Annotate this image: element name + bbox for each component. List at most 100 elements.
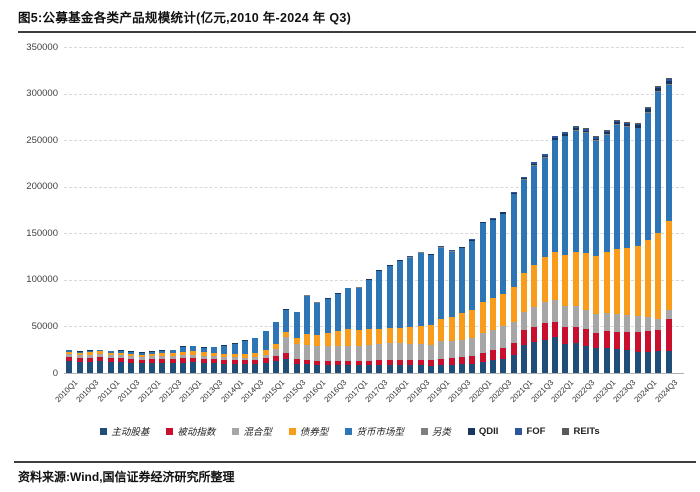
- bar-segment: [624, 248, 631, 316]
- bar-segment: [490, 360, 497, 373]
- bar-segment: [552, 337, 559, 373]
- bar-segment: [407, 327, 414, 344]
- bar-segment: [397, 260, 404, 261]
- bar-segment: [479, 222, 486, 224]
- bar-segment: [521, 179, 528, 273]
- bar-segment: [624, 124, 631, 127]
- bar-segment: [66, 351, 73, 354]
- bar-segment: [386, 343, 393, 360]
- bar-segment: [624, 121, 631, 123]
- bar-segment: [614, 124, 621, 125]
- bar-segment: [179, 347, 186, 352]
- bar: [345, 287, 352, 373]
- bar-segment: [210, 359, 217, 364]
- bar-segment: [252, 352, 259, 357]
- bar-segment: [314, 360, 321, 365]
- bar: [500, 211, 507, 373]
- bar-segment: [459, 313, 466, 340]
- bar-segment: [624, 332, 631, 351]
- bar-segment: [241, 340, 248, 342]
- bar-segment: [314, 302, 321, 335]
- bar-segment: [272, 355, 279, 362]
- bar-segment: [241, 357, 248, 361]
- bar-segment: [117, 351, 124, 353]
- bar-segment: [603, 132, 610, 135]
- title-divider: [18, 31, 696, 33]
- bar-segment: [179, 358, 186, 363]
- bar-segment: [428, 253, 435, 255]
- bar-segment: [221, 359, 228, 364]
- bar-segment: [221, 363, 228, 373]
- bar-segment: [655, 91, 662, 92]
- bar-segment: [231, 360, 238, 364]
- y-axis-label: 0: [52, 367, 58, 379]
- bar-segment: [200, 355, 207, 359]
- bar-segment: [128, 362, 135, 373]
- bar-segment: [366, 329, 372, 346]
- bar-segment: [552, 136, 559, 139]
- bar-segment: [366, 360, 372, 366]
- bar-segment: [97, 361, 104, 373]
- bar: [655, 85, 662, 373]
- bar-segment: [645, 351, 652, 373]
- bar-segment: [634, 332, 641, 352]
- bar-segment: [303, 363, 310, 373]
- bar-segment: [562, 255, 569, 307]
- bar: [86, 350, 93, 373]
- bar-segment: [510, 194, 517, 287]
- bar-segment: [386, 328, 393, 344]
- bar-segment: [479, 333, 486, 353]
- bar-segment: [500, 347, 507, 359]
- bar: [469, 239, 476, 373]
- bar-segment: [231, 363, 238, 373]
- bar-segment: [448, 316, 455, 342]
- bar: [252, 337, 259, 373]
- bar: [521, 176, 528, 373]
- bar-segment: [510, 322, 517, 343]
- bar-segment: [231, 344, 238, 355]
- bar: [583, 128, 590, 373]
- bar-segment: [552, 321, 559, 338]
- bar-segment: [169, 350, 176, 354]
- bar-segment: [314, 301, 321, 303]
- bar-segment: [407, 360, 414, 366]
- bar-segment: [345, 345, 352, 362]
- bar-segment: [117, 354, 124, 358]
- bar-segment: [459, 357, 466, 365]
- bar-segment: [76, 352, 83, 356]
- bar-segment: [562, 327, 569, 344]
- bar: [190, 345, 197, 373]
- legend-label: 混合型: [243, 428, 272, 438]
- bar-segment: [221, 345, 228, 354]
- bar-segment: [179, 346, 186, 348]
- bar-segment: [283, 359, 290, 373]
- bar: [241, 340, 248, 373]
- legend-label: FOF: [526, 425, 546, 437]
- gridline: [64, 186, 684, 188]
- bar: [634, 122, 641, 373]
- bar-segment: [397, 360, 404, 365]
- bar-segment: [169, 349, 176, 351]
- bar-segment: [386, 265, 393, 329]
- bar-segment: [86, 352, 93, 355]
- bar-segment: [355, 329, 362, 347]
- bar-segment: [614, 331, 621, 349]
- bar-segment: [355, 361, 362, 366]
- bar-segment: [241, 360, 248, 365]
- bar-segment: [479, 361, 486, 373]
- bar: [293, 311, 300, 373]
- bar-segment: [469, 240, 476, 310]
- bar-segment: [314, 334, 321, 347]
- bar-segment: [655, 233, 662, 319]
- bar-segment: [262, 330, 269, 332]
- bar-segment: [541, 322, 548, 341]
- bar-segment: [510, 191, 517, 193]
- y-axis-label: 200000: [26, 181, 58, 193]
- bar-segment: [531, 306, 538, 327]
- bar-segment: [190, 345, 197, 347]
- bar-segment: [293, 344, 300, 360]
- bar-segment: [634, 246, 641, 317]
- bar-segment: [572, 130, 579, 253]
- bar-segment: [541, 153, 548, 156]
- x-axis-label: 2019Q3: [446, 378, 473, 404]
